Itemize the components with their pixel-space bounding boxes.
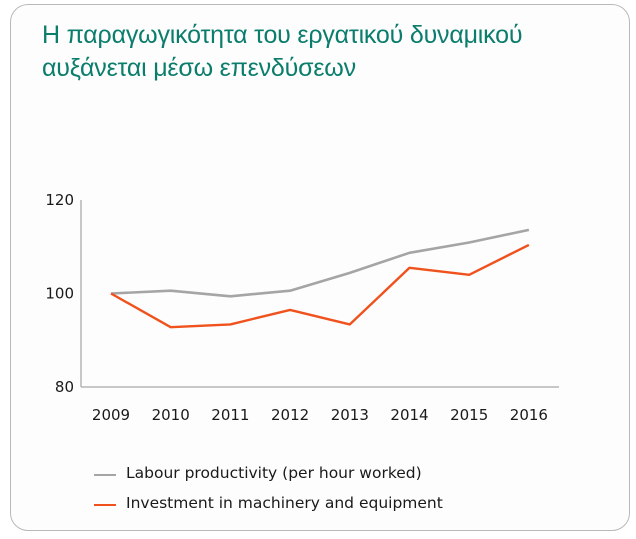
y-axis-ticks: 80 100 120 bbox=[45, 191, 74, 396]
chart-title-line-2: αυξάνεται μέσω επενδύσεων bbox=[42, 54, 356, 82]
legend-item-investment: Investment in machinery and equipment bbox=[94, 488, 443, 518]
x-tick-label: 2011 bbox=[211, 406, 249, 424]
legend-label-labour-productivity: Labour productivity (per hour worked) bbox=[126, 464, 422, 482]
chart-title: Η παραγωγικότητα του εργατικού δυναμικού… bbox=[42, 19, 612, 85]
x-tick-label: 2012 bbox=[271, 406, 309, 424]
chart-legend: Labour productivity (per hour worked) In… bbox=[94, 458, 443, 518]
y-tick-label: 80 bbox=[55, 378, 74, 396]
y-tick-label: 100 bbox=[45, 285, 74, 303]
x-tick-label: 2013 bbox=[331, 406, 369, 424]
x-tick-label: 2014 bbox=[390, 406, 428, 424]
chart-card bbox=[10, 4, 630, 531]
series-line-labour-productivity bbox=[110, 228, 530, 298]
legend-item-labour-productivity: Labour productivity (per hour worked) bbox=[94, 458, 443, 488]
series-line-investment bbox=[110, 243, 530, 329]
y-tick-label: 120 bbox=[45, 191, 74, 209]
x-axis-ticks: 2009 2010 2011 2012 2013 2014 2015 2016 bbox=[92, 406, 548, 424]
legend-swatch-labour-productivity bbox=[94, 474, 116, 476]
x-tick-label: 2010 bbox=[152, 406, 190, 424]
chart-title-line-1: Η παραγωγικότητα του εργατικού δυναμικού bbox=[42, 21, 523, 49]
x-tick-label: 2015 bbox=[450, 406, 488, 424]
series-lines bbox=[110, 228, 530, 329]
x-tick-label: 2016 bbox=[510, 406, 548, 424]
legend-swatch-investment bbox=[94, 504, 116, 506]
legend-label-investment: Investment in machinery and equipment bbox=[126, 494, 443, 512]
x-tick-label: 2009 bbox=[92, 406, 130, 424]
